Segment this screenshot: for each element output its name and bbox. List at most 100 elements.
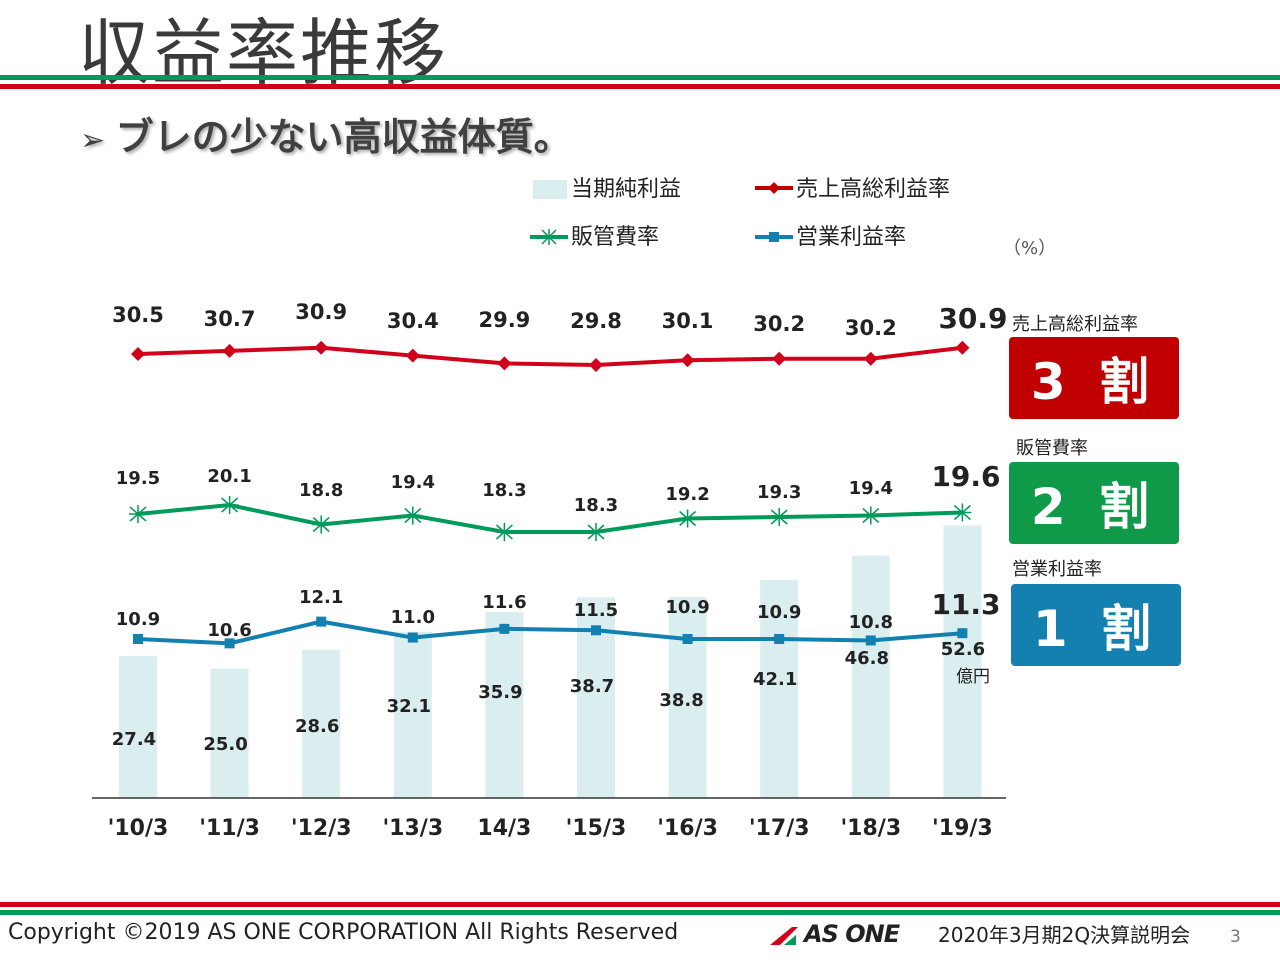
marker-square xyxy=(591,625,601,636)
line-data-label: 11.3 xyxy=(931,588,1000,621)
copyright: Copyright ©2019 AS ONE CORPORATION All R… xyxy=(8,920,679,945)
chart: '10/3 '11/3 '12/3 '13/3 14/3 '15/3 '16/3 '17/3 '… xyxy=(92,300,1008,841)
bar-net-income xyxy=(393,631,432,798)
legend-sga-ratio: 販管費率 xyxy=(571,225,660,250)
marker-square xyxy=(774,634,785,644)
marker-diamond xyxy=(863,351,878,366)
subtitle: ➢ ブレの少ない高収益体質。 xyxy=(80,106,572,161)
line-2 xyxy=(137,502,963,534)
side-gross-box: 3 割 xyxy=(1009,337,1179,419)
bar-net-income xyxy=(119,656,157,798)
legend-operating-margin: 営業利益率 xyxy=(796,225,907,250)
line-data-label: 19.2 xyxy=(665,484,709,505)
line-data-label: 19.4 xyxy=(391,472,435,493)
footer-red-rule xyxy=(0,902,1280,907)
bar-data-label: 32.1 xyxy=(387,696,431,717)
marker-diamond xyxy=(131,347,145,361)
line-1 xyxy=(137,345,963,367)
marker-square xyxy=(865,635,876,646)
marker-star xyxy=(953,503,972,522)
line-data-label: 19.5 xyxy=(116,468,160,489)
marker-square xyxy=(957,628,968,639)
page-number: 3 xyxy=(1230,927,1241,947)
footer-green-rule xyxy=(0,910,1280,915)
side-sga-box: 2 割 xyxy=(1009,462,1179,544)
line-data-label: 10.9 xyxy=(757,602,801,623)
line-data-label: 18.3 xyxy=(482,480,526,501)
marker-diamond xyxy=(772,351,787,366)
x-tick-label: '19/3 xyxy=(932,816,993,841)
legend-net-income: 当期純利益 xyxy=(571,177,682,202)
line-data-label: 18.8 xyxy=(299,480,343,501)
bar-unit-label: 億円 xyxy=(956,667,990,687)
line-data-label: 11.6 xyxy=(482,592,526,613)
marker-diamond xyxy=(405,348,420,363)
marker-star xyxy=(220,496,239,514)
marker-star xyxy=(678,509,697,528)
marker-diamond xyxy=(955,340,970,355)
bar-net-income xyxy=(668,597,707,798)
marker-diamond xyxy=(222,343,237,358)
line-data-label: 30.1 xyxy=(662,309,714,333)
marker-diamond xyxy=(680,353,695,368)
marker-square xyxy=(133,634,143,644)
line-data-label: 29.8 xyxy=(570,309,622,333)
legend-gross-margin: 売上高総利益率 xyxy=(796,177,951,202)
line-3 xyxy=(137,619,963,646)
line-data-label: 10.6 xyxy=(207,620,251,641)
marker-square xyxy=(224,638,235,649)
bar-data-label: 38.8 xyxy=(659,690,703,711)
page-title: 収益率推移 xyxy=(78,11,449,95)
line-data-label: 29.9 xyxy=(478,308,530,332)
marker-star xyxy=(770,508,789,526)
marker-square xyxy=(682,634,693,644)
line-data-label: 19.3 xyxy=(757,482,801,503)
line-data-label: 30.7 xyxy=(204,307,256,331)
bar-data-label: 25.0 xyxy=(203,734,247,755)
line-data-label: 19.6 xyxy=(931,460,1000,493)
marker-star xyxy=(403,506,422,525)
marker-square xyxy=(499,623,510,634)
event-name: 2020年3月期2Q決算説明会 xyxy=(938,923,1191,947)
legend-bar-swatch xyxy=(533,180,567,199)
x-tick-label: '13/3 xyxy=(382,816,443,841)
side-op-box: 1 割 xyxy=(1011,584,1181,666)
bar-data-label: 28.6 xyxy=(295,716,339,737)
marker-diamond xyxy=(589,357,603,372)
bar-net-income xyxy=(302,649,341,798)
bar-net-income xyxy=(851,555,890,798)
marker-star xyxy=(129,505,147,523)
bar-net-income xyxy=(943,525,982,798)
marker-square xyxy=(407,632,418,643)
line-data-label: 10.8 xyxy=(849,612,893,633)
marker-star xyxy=(495,523,514,541)
line-data-label: 11.5 xyxy=(574,600,618,621)
legend-green-star-icon xyxy=(530,229,568,245)
bar-data-label: 27.4 xyxy=(112,729,156,750)
x-tick-label: '12/3 xyxy=(291,816,352,841)
arrowhead-icon: ➢ xyxy=(80,123,116,158)
marker-diamond xyxy=(314,340,329,355)
line-data-label: 18.3 xyxy=(574,495,618,516)
line-data-label: 10.9 xyxy=(116,609,160,630)
bar-data-label: 42.1 xyxy=(753,669,797,690)
bar-data-label: 52.6 xyxy=(941,639,985,660)
marker-star xyxy=(587,523,605,541)
unit-label: （%） xyxy=(1003,238,1057,259)
subtitle-text: ブレの少ない高収益体質。 xyxy=(115,115,572,159)
legend-red-diamond-icon xyxy=(755,182,793,194)
line-data-label: 30.9 xyxy=(295,300,347,324)
bar-data-label: 35.9 xyxy=(478,682,522,703)
header-green-rule xyxy=(0,75,1280,80)
x-tick-label: '17/3 xyxy=(749,816,810,841)
marker-star xyxy=(861,506,880,525)
line-data-label: 10.9 xyxy=(665,597,709,618)
logo-mark-icon xyxy=(770,927,798,945)
bar-net-income xyxy=(210,668,249,798)
x-tick-label: 14/3 xyxy=(477,816,531,841)
line-data-label: 11.0 xyxy=(391,607,435,628)
side-sga-label: 販管費率 xyxy=(1016,438,1088,459)
x-tick-label: '10/3 xyxy=(108,816,169,841)
line-data-label: 19.4 xyxy=(849,478,893,499)
line-data-label: 30.9 xyxy=(938,302,1007,335)
